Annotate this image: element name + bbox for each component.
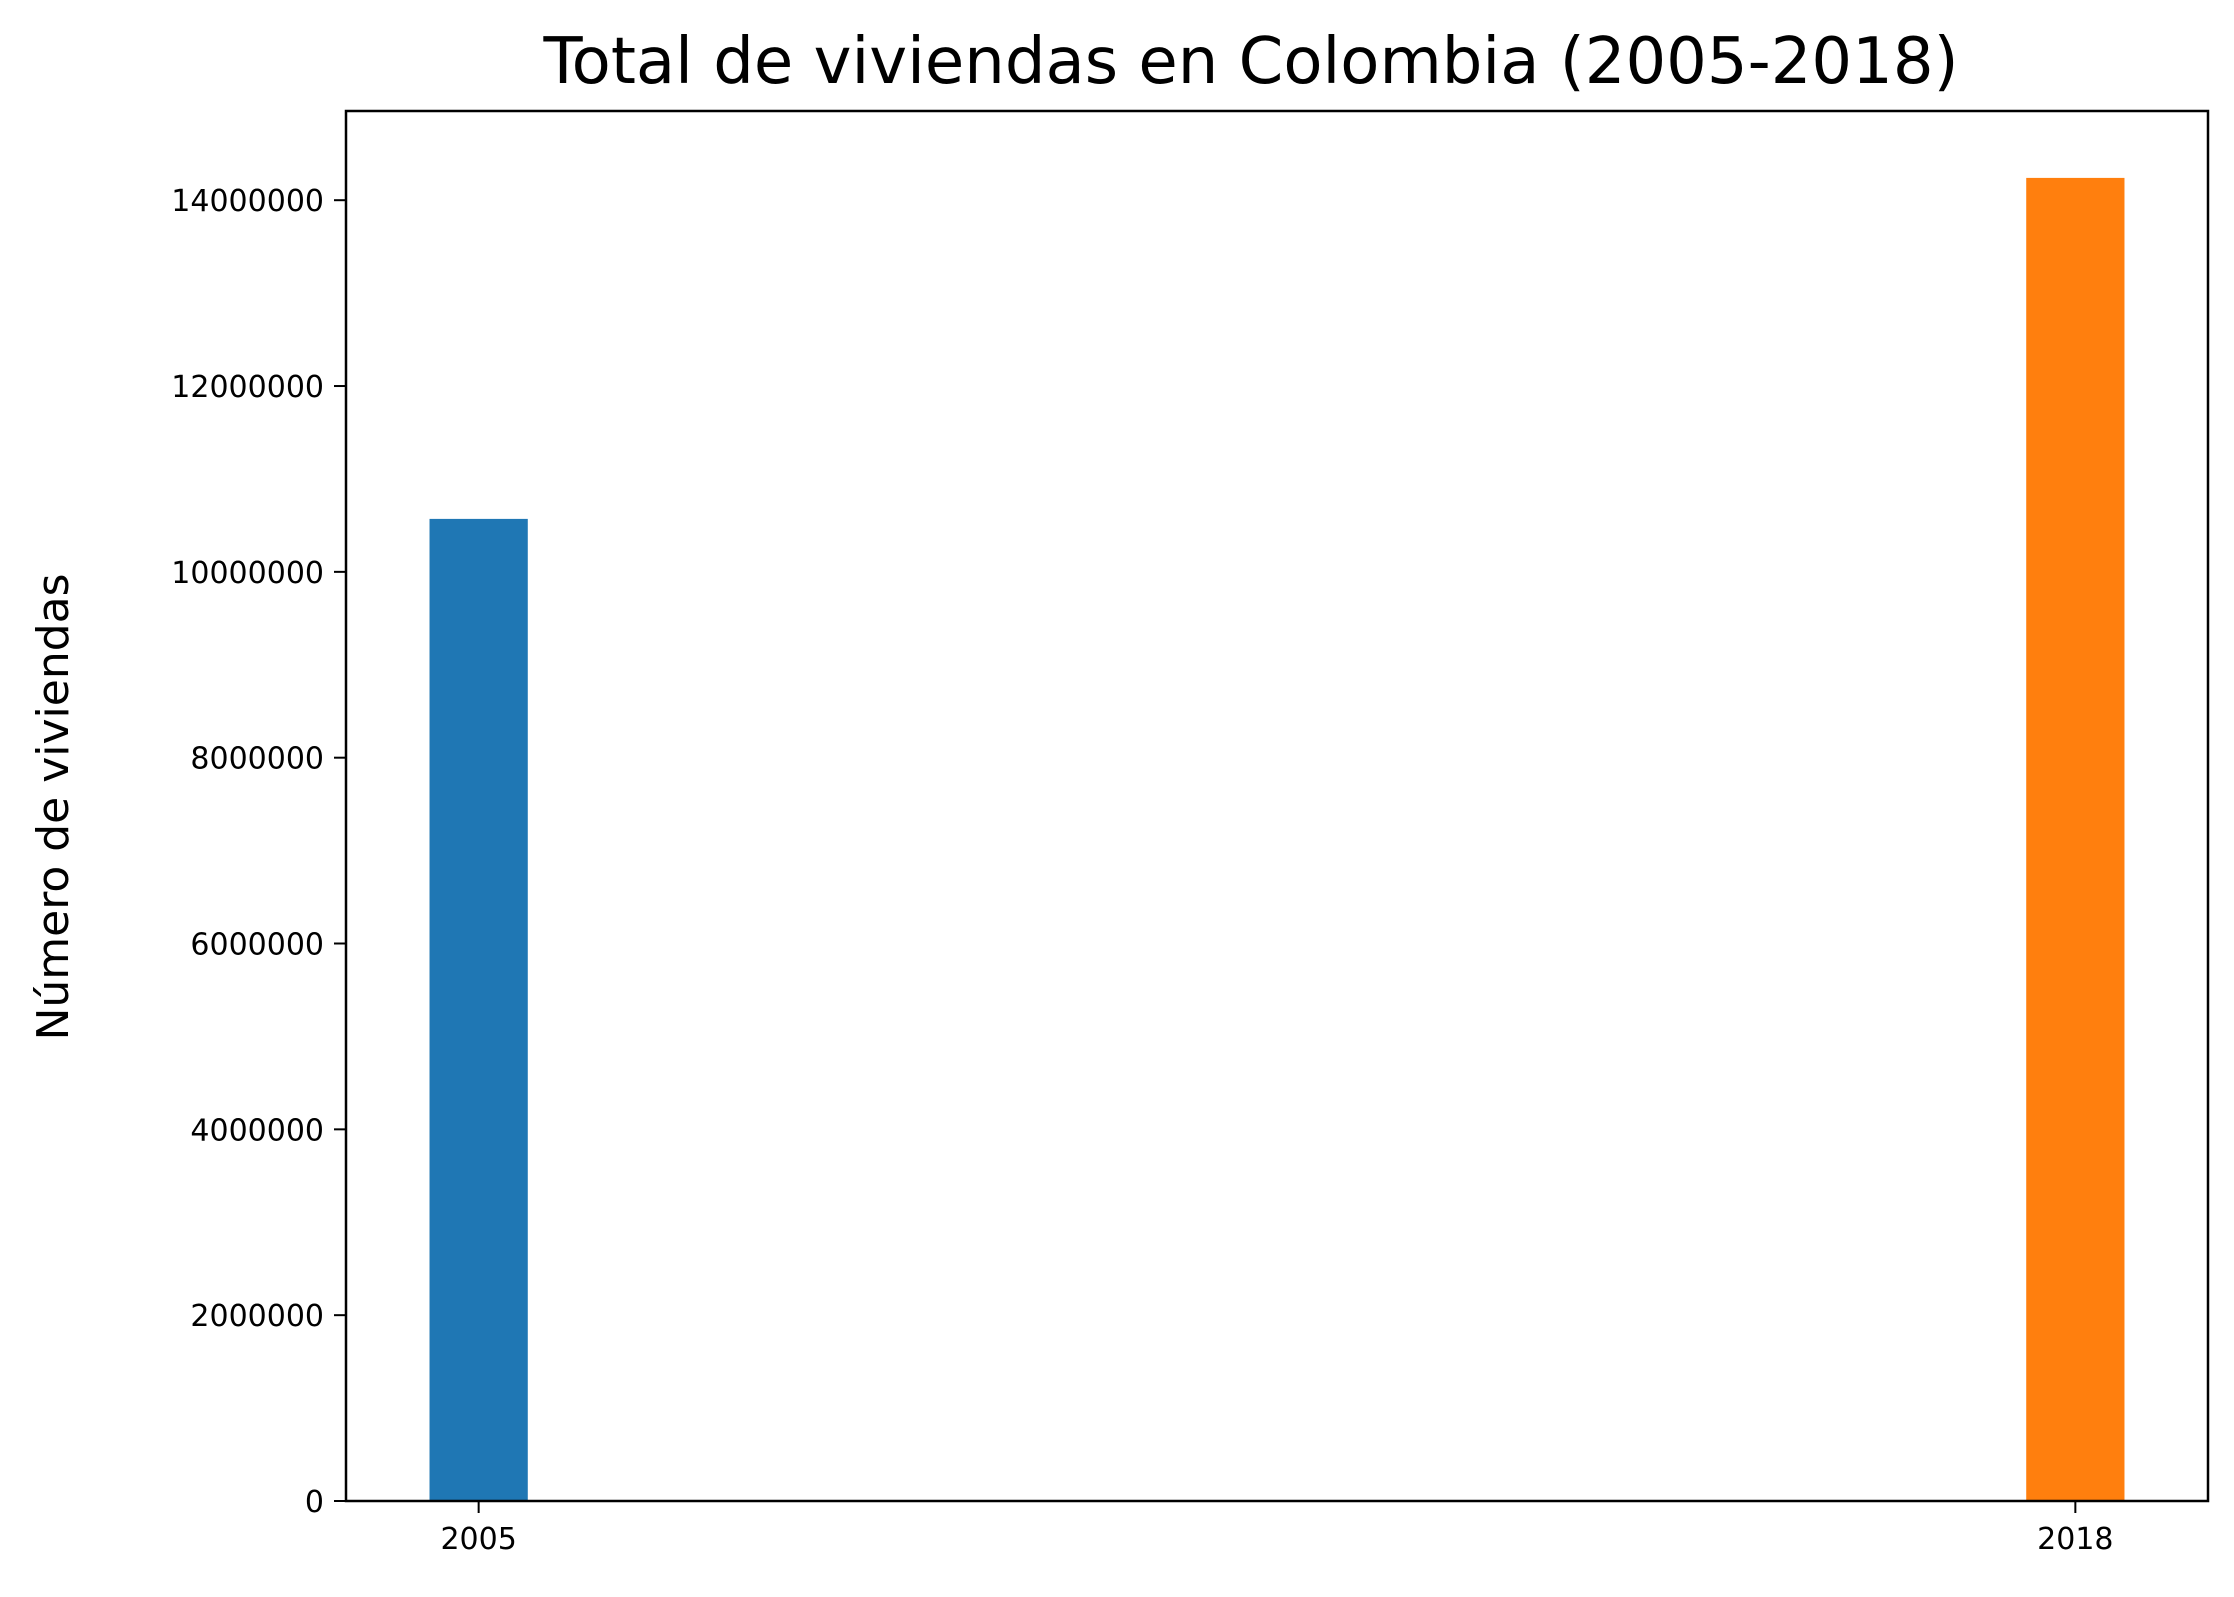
axis-ticks: 2005 2018 0 2000000 4000000 6000000 8000000 100… <box>171 184 2113 1557</box>
chart-title: Total de viviendas en Colombia (2005-201… <box>542 25 1958 99</box>
bar-2005 <box>429 518 528 1501</box>
y-axis-label: Número de viviendas <box>28 573 79 1040</box>
y-tick-label-14000000: 14000000 <box>171 184 324 219</box>
y-tick-label-8000000: 8000000 <box>190 742 324 777</box>
y-tick-label-10000000: 10000000 <box>171 556 324 591</box>
bar-2018 <box>2026 177 2125 1501</box>
bars <box>429 177 2125 1501</box>
plot-frame <box>344 109 2210 1503</box>
x-tick-label-2005: 2005 <box>440 1522 516 1557</box>
x-tick-label-2018: 2018 <box>2037 1522 2113 1557</box>
y-tick-label-12000000: 12000000 <box>171 370 324 405</box>
y-tick-label-4000000: 4000000 <box>190 1113 324 1148</box>
y-tick-label-2000000: 2000000 <box>190 1299 324 1334</box>
y-tick-label-6000000: 6000000 <box>190 928 324 963</box>
y-tick-label-0: 0 <box>305 1485 324 1520</box>
